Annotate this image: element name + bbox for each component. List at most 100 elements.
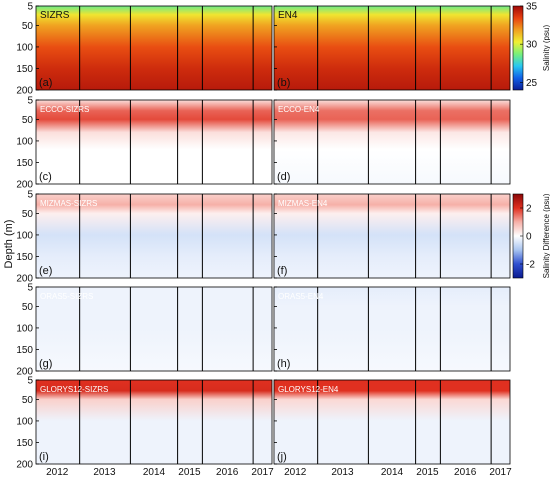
y-tick-label: 100 — [16, 136, 33, 147]
colorbar-tick-label: 25 — [526, 78, 538, 89]
heatmap-field — [36, 100, 272, 184]
panel-frame — [35, 379, 273, 465]
panel-frame — [35, 5, 273, 91]
x-tick-label: 2017 — [251, 467, 274, 477]
x-tick-label: 2017 — [489, 467, 512, 477]
panel-g: ORAS5-SIZRS (g) 5 50 100 150 200 — [16, 283, 273, 378]
panel-frame — [35, 193, 273, 279]
y-tick-label: 50 — [22, 302, 34, 313]
y-tick-label: 50 — [22, 115, 34, 126]
heatmap-field — [36, 380, 272, 464]
heatmap-field — [274, 100, 510, 184]
panel-e: MIZMAS-SIZRS (e) 5 50 100 150 200 — [16, 190, 273, 285]
y-tick-label: 150 — [16, 64, 33, 75]
panel-tag: (e) — [39, 265, 52, 277]
heatmap-field — [274, 194, 510, 278]
panel-d: ECCO-EN4 (d) — [273, 99, 511, 185]
panel-title: MIZMAS-SIZRS — [40, 199, 97, 208]
difference-colorbar: 2 0 -2 Salinity Difference (psu) — [512, 193, 550, 278]
panel-f: MIZMAS-EN4 (f) — [273, 193, 511, 279]
x-tick-label: 2013 — [331, 467, 354, 477]
panel-title: ORAS5-SIZRS — [40, 292, 93, 301]
x-tick-label: 2012 — [46, 467, 69, 477]
x-axis: 2012 2013 2014 2015 2016 2017 2012 2013 2014 2015… — [46, 467, 512, 477]
colorbar-tick-label: 2 — [526, 204, 532, 215]
y-tick-label: 200 — [16, 460, 33, 471]
panel-tag: (a) — [39, 77, 52, 89]
x-tick-label: 2015 — [178, 467, 201, 477]
panel-frame — [273, 5, 511, 91]
heatmap-field — [274, 380, 510, 464]
y-tick-label: 200 — [16, 274, 33, 285]
panel-title: ECCO-SIZRS — [40, 105, 89, 114]
y-tick-label: 100 — [16, 323, 33, 334]
salinity-colorbar: 35 30 25 Salinity (psu) — [512, 2, 550, 91]
x-tick-label: 2015 — [416, 467, 439, 477]
panel-tag: (i) — [39, 451, 49, 463]
panel-tag: (f) — [277, 265, 287, 277]
y-tick-label: 50 — [22, 21, 34, 32]
heatmap-field — [274, 287, 510, 371]
panel-title: MIZMAS-EN4 — [278, 199, 328, 208]
y-tick-label: 5 — [27, 283, 33, 294]
panel-j: GLORYS12-EN4 (j) — [273, 379, 511, 465]
colorbar-tick-label: 0 — [526, 232, 532, 243]
heatmap-field — [36, 6, 272, 90]
panel-frame — [35, 99, 273, 185]
panel-b: EN4 (b) — [273, 5, 511, 91]
colorbar-label: Salinity (psu) — [542, 25, 550, 72]
y-tick-label: 150 — [16, 252, 33, 263]
panel-tag: (j) — [277, 451, 287, 463]
panel-title: SIZRS — [40, 10, 70, 21]
y-tick-label: 5 — [27, 376, 33, 387]
panel-title: ECCO-EN4 — [278, 105, 320, 114]
colorbars: 35 30 25 Salinity (psu) 2 0 -2 Salinity Differe… — [512, 2, 550, 278]
y-tick-label: 200 — [16, 367, 33, 378]
colorbar-label: Salinity Difference (psu) — [542, 193, 550, 278]
panel-title: EN4 — [278, 10, 298, 21]
heatmap-field — [36, 287, 272, 371]
y-tick-label: 100 — [16, 416, 33, 427]
panel-frame — [273, 99, 511, 185]
panel-frame — [35, 286, 273, 372]
y-axis-label: Depth (m) — [3, 220, 15, 269]
panel-grid: SIZRS (a) 5 50 100 150 200 EN4 (b) ECCO-SIZRS (c) 5… — [16, 2, 511, 471]
heatmap-field — [36, 194, 272, 278]
y-tick-label: 50 — [22, 395, 34, 406]
colorbar-tick-label: 30 — [526, 40, 538, 51]
panel-tag: (c) — [39, 171, 52, 183]
panel-tag: (d) — [277, 171, 290, 183]
y-tick-label: 5 — [27, 96, 33, 107]
y-tick-label: 150 — [16, 158, 33, 169]
panel-tag: (g) — [39, 358, 52, 370]
panel-h: ORAS5-EN4 (h) — [273, 286, 511, 372]
panel-tag: (h) — [277, 358, 290, 370]
y-tick-label: 150 — [16, 345, 33, 356]
y-tick-label: 200 — [16, 180, 33, 191]
y-tick-label: 5 — [27, 2, 33, 13]
colorbar-gradient — [512, 5, 524, 91]
panel-title: GLORYS12-EN4 — [278, 385, 339, 394]
x-tick-label: 2016 — [454, 467, 477, 477]
panel-title: GLORYS12-SIZRS — [40, 385, 108, 394]
y-tick-label: 200 — [16, 86, 33, 97]
panel-a: SIZRS (a) 5 50 100 150 200 — [16, 2, 273, 97]
panel-title: ORAS5-EN4 — [278, 292, 324, 301]
panel-frame — [273, 286, 511, 372]
x-tick-label: 2012 — [284, 467, 307, 477]
y-tick-label: 100 — [16, 42, 33, 53]
panel-frame — [273, 193, 511, 279]
y-tick-label: 50 — [22, 209, 34, 220]
colorbar-tick-label: -2 — [526, 260, 535, 271]
y-tick-label: 5 — [27, 190, 33, 201]
colorbar-tick-label: 35 — [526, 2, 538, 13]
panel-tag: (b) — [277, 77, 290, 89]
x-tick-label: 2016 — [216, 467, 239, 477]
x-tick-label: 2014 — [143, 467, 166, 477]
x-tick-label: 2014 — [381, 467, 404, 477]
panel-c: ECCO-SIZRS (c) 5 50 100 150 200 — [16, 96, 273, 191]
y-tick-label: 100 — [16, 230, 33, 241]
panel-i: GLORYS12-SIZRS (i) 5 50 100 150 200 — [16, 376, 273, 471]
